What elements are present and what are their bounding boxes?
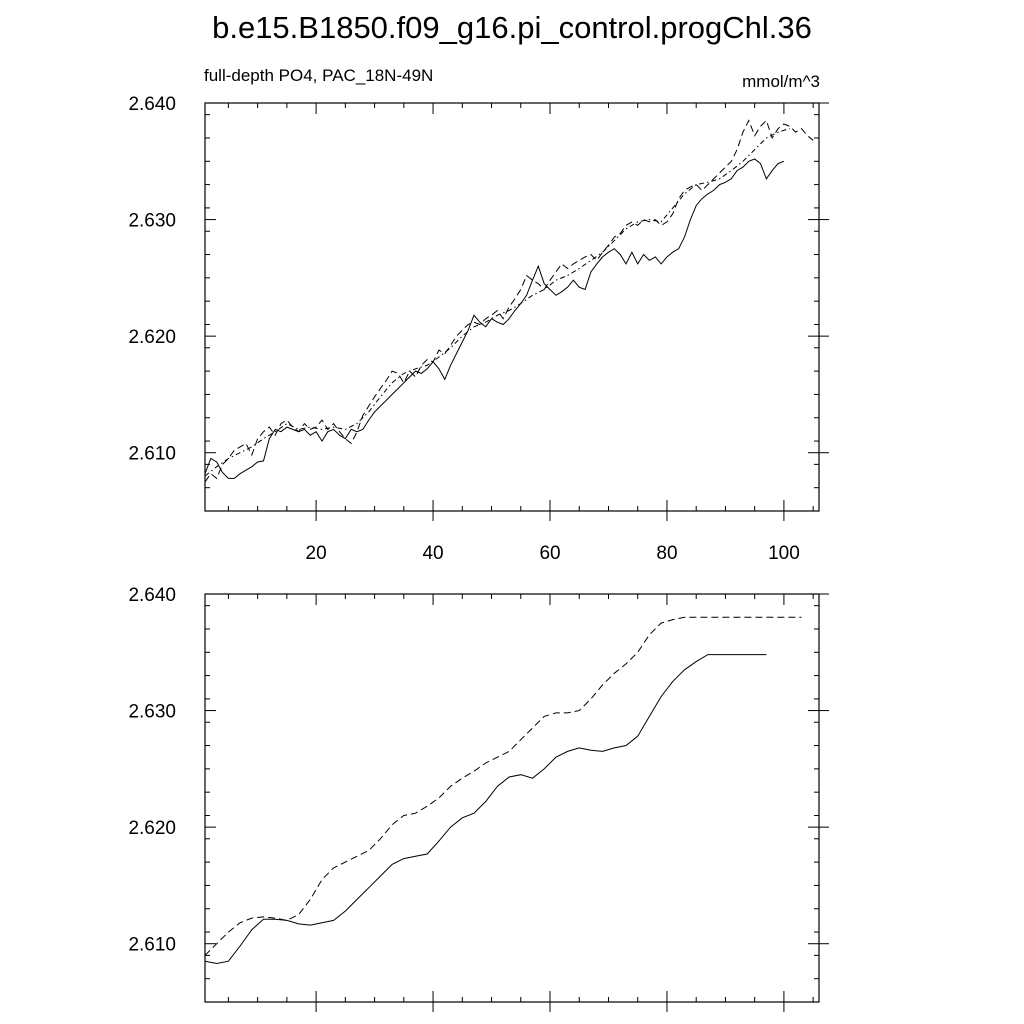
bottom-y-tick-label: 2.620 — [128, 818, 176, 839]
top-panel-units: mmol/m^3 — [742, 72, 820, 91]
bottom-panel-frame — [204, 593, 820, 1003]
bottom-panel-ticks — [205, 593, 829, 1012]
top-panel-ticks — [205, 102, 829, 521]
top-x-tick-label: 20 — [306, 543, 327, 564]
top-panel-series — [204, 119, 814, 483]
bottom-panel: 2.610 2.620 2.630 2.640 — [128, 585, 829, 1012]
top-y-tick-label: 2.640 — [128, 94, 176, 115]
top-series-dashed-line — [204, 119, 814, 483]
figure-title: b.e15.B1850.f09_g16.pi_control.progChl.3… — [212, 10, 812, 45]
top-x-tick-label: 100 — [768, 543, 800, 564]
top-x-tick-label: 40 — [422, 543, 443, 564]
bottom-y-tick-label: 2.640 — [128, 585, 176, 606]
top-panel: full-depth PO4, PAC_18N-49N mmol/m^3 2.6… — [128, 66, 829, 564]
top-panel-left-subtitle: full-depth PO4, PAC_18N-49N — [204, 66, 433, 85]
bottom-series-dashed-line — [204, 616, 802, 956]
bottom-y-tick-label: 2.610 — [128, 935, 176, 956]
top-y-tick-label: 2.620 — [128, 327, 176, 348]
bottom-panel-series — [204, 616, 802, 965]
top-y-tick-label: 2.630 — [128, 211, 176, 232]
top-panel-tick-labels: 2.610 2.620 2.630 2.640 20 40 60 80 100 — [128, 94, 799, 564]
top-y-tick-label: 2.610 — [128, 444, 176, 465]
top-x-tick-label: 60 — [539, 543, 560, 564]
bottom-series-solid-line — [204, 654, 767, 965]
bottom-panel-tick-labels: 2.610 2.620 2.630 2.640 — [128, 585, 176, 956]
top-series-dashdot-line — [204, 128, 790, 477]
top-series-solid-line — [204, 158, 785, 479]
top-x-tick-label: 80 — [656, 543, 677, 564]
bottom-y-tick-label: 2.630 — [128, 702, 176, 723]
top-panel-frame — [204, 102, 820, 512]
